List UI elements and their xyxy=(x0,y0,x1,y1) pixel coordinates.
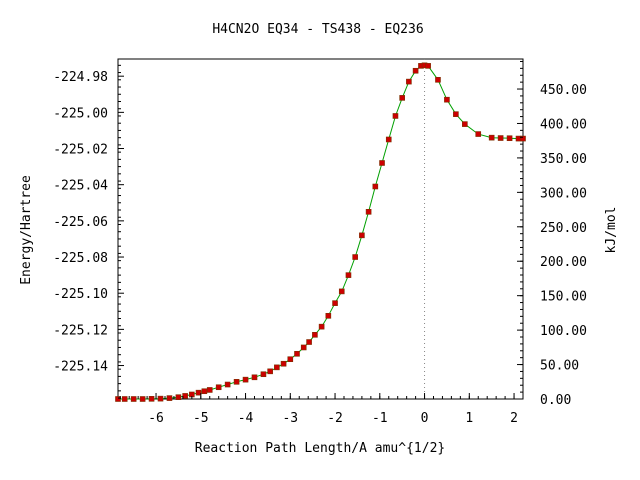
y2-tick-label: 300.00 xyxy=(540,186,587,201)
data-point xyxy=(206,387,213,393)
data-point xyxy=(372,183,379,190)
y2-tick-label: 100.00 xyxy=(540,324,587,339)
data-point xyxy=(318,323,325,330)
data-point xyxy=(300,344,307,351)
data-point xyxy=(294,350,300,357)
axis-ticks: -6 -5 -4 -3 -2 -1 0 1 2 -224.98 -225.00 -225.02 -225… xyxy=(53,60,587,426)
x-tick-label: -2 xyxy=(327,411,343,426)
data-point xyxy=(121,396,128,402)
y-tick-label: -225.10 xyxy=(53,287,108,302)
data-point xyxy=(338,288,345,295)
data-point xyxy=(157,395,164,402)
data-point xyxy=(130,396,137,402)
y-axis-label: Energy/Hartree xyxy=(19,175,34,285)
data-point xyxy=(399,95,405,101)
y-tick-label: -225.08 xyxy=(53,251,108,266)
data-point xyxy=(166,395,173,401)
y2-tick-label: 200.00 xyxy=(540,255,587,270)
data-point xyxy=(488,134,495,141)
data-point xyxy=(260,371,267,378)
data-point xyxy=(175,394,182,400)
data-point xyxy=(365,209,372,215)
y2-axis-label: kJ/mol xyxy=(604,207,619,254)
data-point xyxy=(506,135,513,142)
data-point xyxy=(332,300,338,306)
data-point xyxy=(392,113,399,119)
plot-frame xyxy=(117,58,524,400)
energy-curve-line xyxy=(118,64,523,400)
data-point xyxy=(148,396,155,402)
y-tick-label: -225.06 xyxy=(53,215,108,230)
y-tick-label: -225.04 xyxy=(53,179,108,194)
chart-title: H4CN2O EQ34 - TS438 - EQ236 xyxy=(212,22,423,37)
y-tick-label: -225.02 xyxy=(53,143,108,158)
x-tick-label: -6 xyxy=(148,411,164,426)
x-tick-label: -3 xyxy=(282,411,298,426)
x-tick-label: 2 xyxy=(510,411,518,426)
data-point xyxy=(287,356,294,363)
data-point xyxy=(352,254,358,260)
data-point xyxy=(195,389,202,396)
data-point xyxy=(139,396,146,402)
data-point xyxy=(379,160,385,166)
data-point xyxy=(280,360,287,367)
y-tick-label: -224.98 xyxy=(53,70,108,85)
data-point xyxy=(182,393,188,399)
data-point xyxy=(242,376,249,383)
x-tick-label: -1 xyxy=(372,411,388,426)
data-point xyxy=(453,111,459,117)
x-tick-label: 0 xyxy=(421,411,429,426)
y2-tick-label: 150.00 xyxy=(540,290,587,305)
data-point xyxy=(274,364,280,371)
x-tick-label: -4 xyxy=(238,411,254,426)
data-point xyxy=(412,67,419,74)
data-point xyxy=(359,232,365,239)
data-point xyxy=(425,63,431,69)
data-point xyxy=(312,331,318,338)
y-tick-label: -225.12 xyxy=(53,323,108,338)
data-point xyxy=(475,131,482,137)
data-point xyxy=(215,384,222,391)
data-point xyxy=(201,388,208,395)
x-tick-label: 1 xyxy=(465,411,473,426)
y2-tick-label: 0.00 xyxy=(540,393,571,408)
data-point xyxy=(251,374,258,381)
data-point xyxy=(385,136,392,143)
data-point xyxy=(462,121,468,127)
y2-tick-label: 350.00 xyxy=(540,152,587,167)
y-tick-label: -225.00 xyxy=(53,106,108,121)
x-axis-label: Reaction Path Length/A amu^{1/2} xyxy=(195,441,445,456)
data-point xyxy=(224,381,231,388)
data-point xyxy=(267,368,273,375)
data-point xyxy=(345,272,352,278)
data-point xyxy=(435,76,441,83)
y2-tick-label: 400.00 xyxy=(540,117,587,132)
x-tick-label: -5 xyxy=(193,411,209,426)
plot-area xyxy=(115,58,526,402)
y2-tick-label: 50.00 xyxy=(540,359,579,374)
data-point xyxy=(325,313,332,319)
data-point xyxy=(520,135,526,142)
y2-tick-label: 250.00 xyxy=(540,221,587,236)
y-tick-label: -225.14 xyxy=(53,360,108,375)
data-point xyxy=(406,78,412,85)
y2-tick-label: 450.00 xyxy=(540,83,587,98)
data-point xyxy=(444,96,450,103)
data-point xyxy=(497,135,504,141)
data-point xyxy=(233,379,240,385)
data-point xyxy=(306,339,312,345)
